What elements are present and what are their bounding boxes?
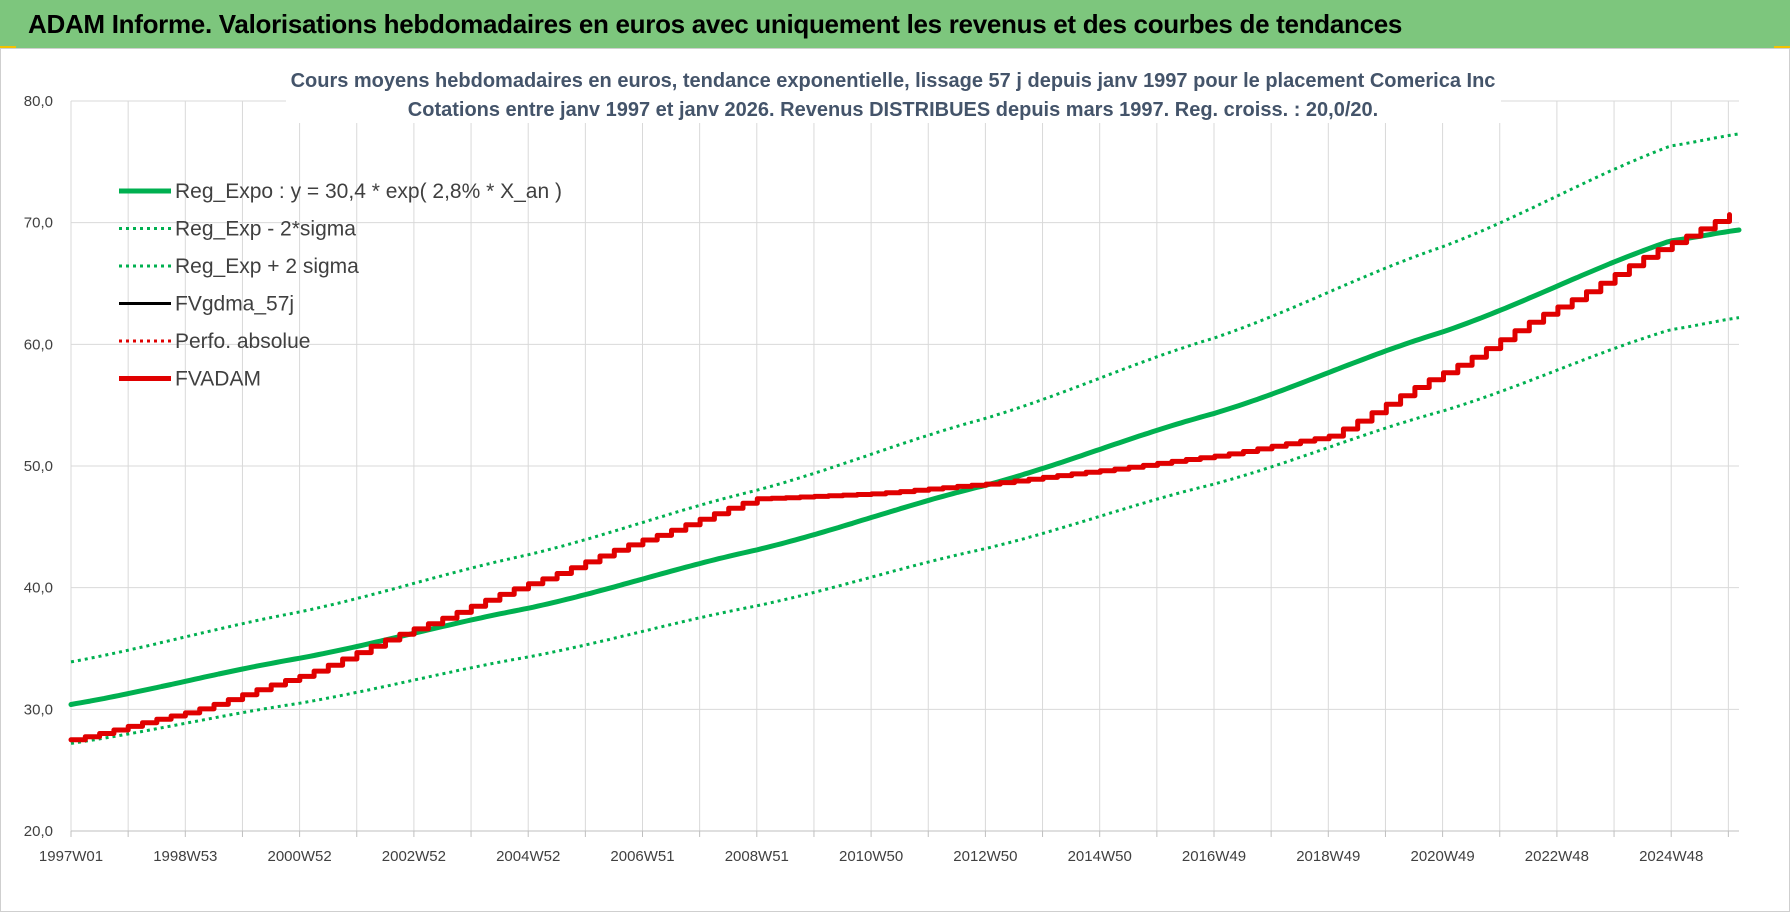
series-line-fvadam: [68, 212, 1732, 743]
y-tick-label: 70,0: [24, 215, 53, 232]
chart-frame: 20,0 30,0 40,0 50,0 60,0 70,0 80,0 1997W01 1998W…: [0, 48, 1790, 912]
chart-series: [68, 132, 1742, 745]
legend-label: Reg_Exp + 2 sigma: [175, 255, 359, 278]
chart-axes: 20,0 30,0 40,0 50,0 60,0 70,0 80,0 1997W01 1998W…: [24, 93, 1739, 865]
x-tick-label: 2004W52: [496, 848, 560, 865]
x-tick-label: 2010W50: [839, 848, 903, 865]
x-tick-label: 1998W53: [153, 848, 217, 865]
series-line-reg-exp-2-sigma: [70, 316, 1740, 745]
x-tick-label: 2006W51: [610, 848, 674, 865]
y-tick-label: 80,0: [24, 93, 53, 110]
x-tick-label: 2020W49: [1410, 848, 1474, 865]
x-tick-label: 2018W49: [1296, 848, 1360, 865]
x-tick-label: 2016W49: [1182, 848, 1246, 865]
y-tick-label: 60,0: [24, 336, 53, 353]
chart-legend: Reg_Expo : y = 30,4 * exp( 2,8% * X_an )…: [119, 180, 562, 391]
line-chart: 20,0 30,0 40,0 50,0 60,0 70,0 80,0 1997W01 1998W…: [24, 63, 1742, 865]
chart-title: Cours moyens hebdomadaires en euros, ten…: [291, 70, 1496, 92]
x-tick-label: 2014W50: [1068, 848, 1132, 865]
chart-subtitle: Cotations entre janv 1997 et janv 2026. …: [408, 99, 1378, 121]
series-line-reg-exp-2-sigma: [70, 132, 1740, 664]
title-backdrop: [286, 63, 1501, 123]
y-tick-label: 30,0: [24, 701, 53, 718]
legend-label: Reg_Expo : y = 30,4 * exp( 2,8% * X_an ): [175, 180, 562, 203]
x-tick-label: 2024W48: [1639, 848, 1703, 865]
report-title: ADAM Informe. Valorisations hebdomadaire…: [28, 8, 1403, 39]
y-tick-label: 40,0: [24, 580, 53, 597]
x-tick-label: 2012W50: [953, 848, 1017, 865]
report-banner: ADAM Informe. Valorisations hebdomadaire…: [0, 0, 1790, 48]
legend-label: FVgdma_57j: [175, 293, 294, 316]
series-line-reg-expo-y-30-4-exp-2-8-x-an: [68, 227, 1742, 707]
legend-label: Reg_Exp - 2*sigma: [175, 218, 356, 241]
legend-label: Perfo. absolue: [175, 330, 310, 353]
x-tick-label: 2022W48: [1525, 848, 1589, 865]
x-tick-label: 2002W52: [382, 848, 446, 865]
chart-title-block: Cours moyens hebdomadaires en euros, ten…: [286, 63, 1501, 123]
x-tick-label: 2008W51: [725, 848, 789, 865]
y-tick-label: 50,0: [24, 458, 53, 475]
chart-grid: [70, 100, 1739, 832]
legend-label: FVADAM: [175, 368, 261, 391]
x-tick-label: 2000W52: [267, 848, 331, 865]
x-tick-label: 1997W01: [39, 848, 103, 865]
y-tick-label: 20,0: [24, 823, 53, 840]
